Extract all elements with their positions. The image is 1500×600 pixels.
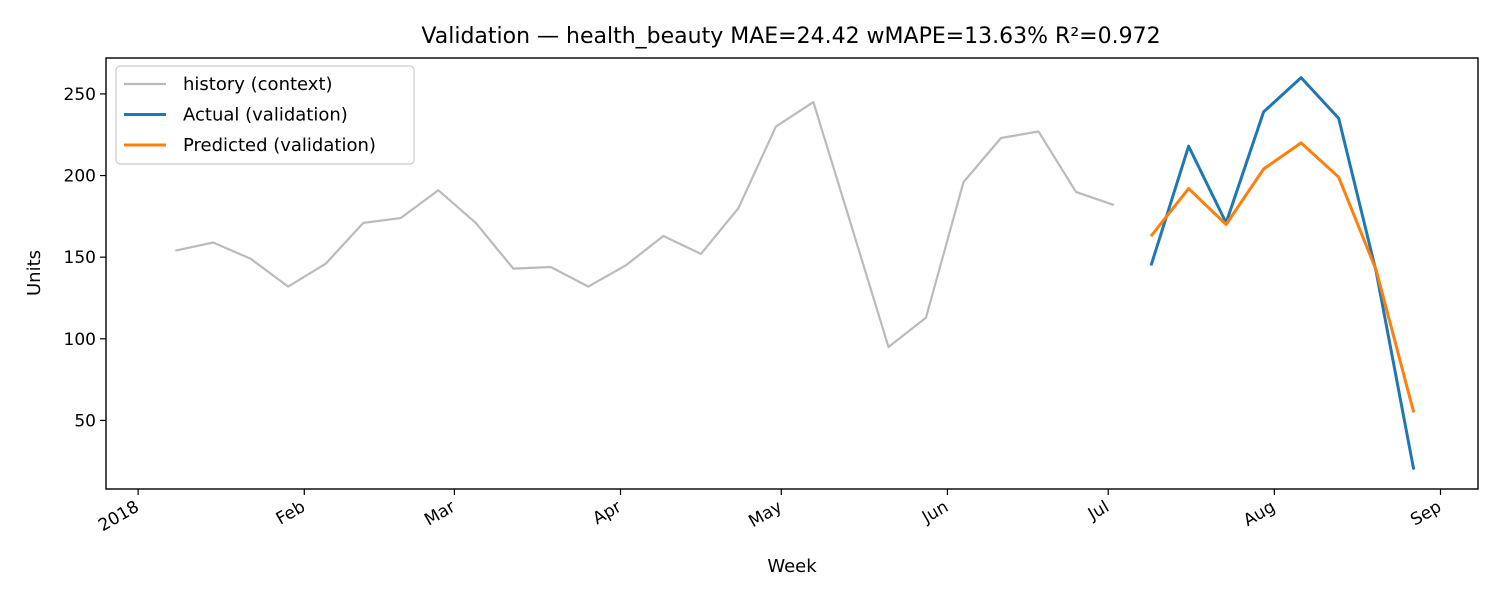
x-tick-label: Jul [1084,497,1113,525]
x-axis: 2018 Feb Mar Apr May Jun Jul Aug Sep [95,489,1445,536]
series-2-point [1300,142,1302,144]
series-0-point [925,317,927,319]
series-2-point [1188,188,1190,190]
y-tick-label: 200 [64,167,96,187]
series-0-point [1113,204,1115,206]
plot-frame [105,57,1479,490]
series-0-point [287,286,289,288]
series-0-point [1075,191,1077,193]
series-1-point [1338,117,1340,119]
legend-box [115,65,415,165]
x-tick-label: Jun [918,497,952,528]
series-0-point [512,268,514,270]
series-0-point [812,101,815,103]
series-0-point [362,222,364,224]
y-tick-label: 250 [64,85,96,105]
series-1-point [1413,468,1415,470]
series-2-point [1150,235,1152,237]
y-axis-label: Units [24,250,45,296]
series-0-point [325,263,327,265]
series-2-point [1413,411,1415,413]
x-tick-label: May [745,497,785,532]
series-0-point [475,222,477,224]
x-axis-label: Week [767,556,817,577]
plot-lines [175,76,1416,470]
series-0-point [587,286,589,288]
series-1-point [1263,111,1265,113]
x-tick-label: Aug [1240,497,1279,531]
series-0-point [625,264,627,266]
x-tick-label: Mar [421,497,459,530]
series-line-0 [175,100,1114,349]
series-0-point [1000,137,1002,139]
series-1-point [1150,264,1152,266]
series-0-point [887,346,890,348]
x-tick-label: 2018 [95,497,142,536]
series-0-point [962,181,965,183]
series-0-point [737,207,740,209]
series-0-point [775,126,777,128]
series-0-point [400,217,402,219]
x-tick-label: Sep [1407,497,1445,530]
legend-label-2: Predicted (validation) [183,135,376,156]
series-1-point [1188,145,1190,147]
x-tick-label: Feb [273,497,309,529]
series-0-point [1037,130,1040,133]
legend: history (context) Actual (validation) Pred… [115,65,415,165]
series-2-point [1263,168,1265,170]
y-tick-label: 150 [64,248,96,268]
series-0-point [850,223,852,226]
series-0-point [550,266,552,268]
chart-title: Validation — health_beauty MAE=24.42 wMA… [421,24,1160,49]
series-0-point [250,258,252,260]
series-2-point [1225,223,1227,226]
y-tick-label: 100 [64,330,96,350]
series-0-point [212,241,214,244]
y-tick-label: 50 [74,411,96,431]
series-0-point [437,189,439,191]
series-line-1 [1149,76,1416,470]
series-line-2 [1149,141,1416,413]
y-axis: 50 100 150 200 250 [64,85,106,431]
series-2-point [1338,176,1340,178]
legend-label-0: history (context) [183,74,333,95]
series-0-point [175,250,177,252]
series-2-point [1375,269,1377,271]
legend-label-1: Actual (validation) [183,105,348,126]
x-tick-label: Apr [590,497,625,529]
series-0-point [662,235,665,237]
series-0-point [700,253,702,255]
series-1-point [1300,77,1302,79]
